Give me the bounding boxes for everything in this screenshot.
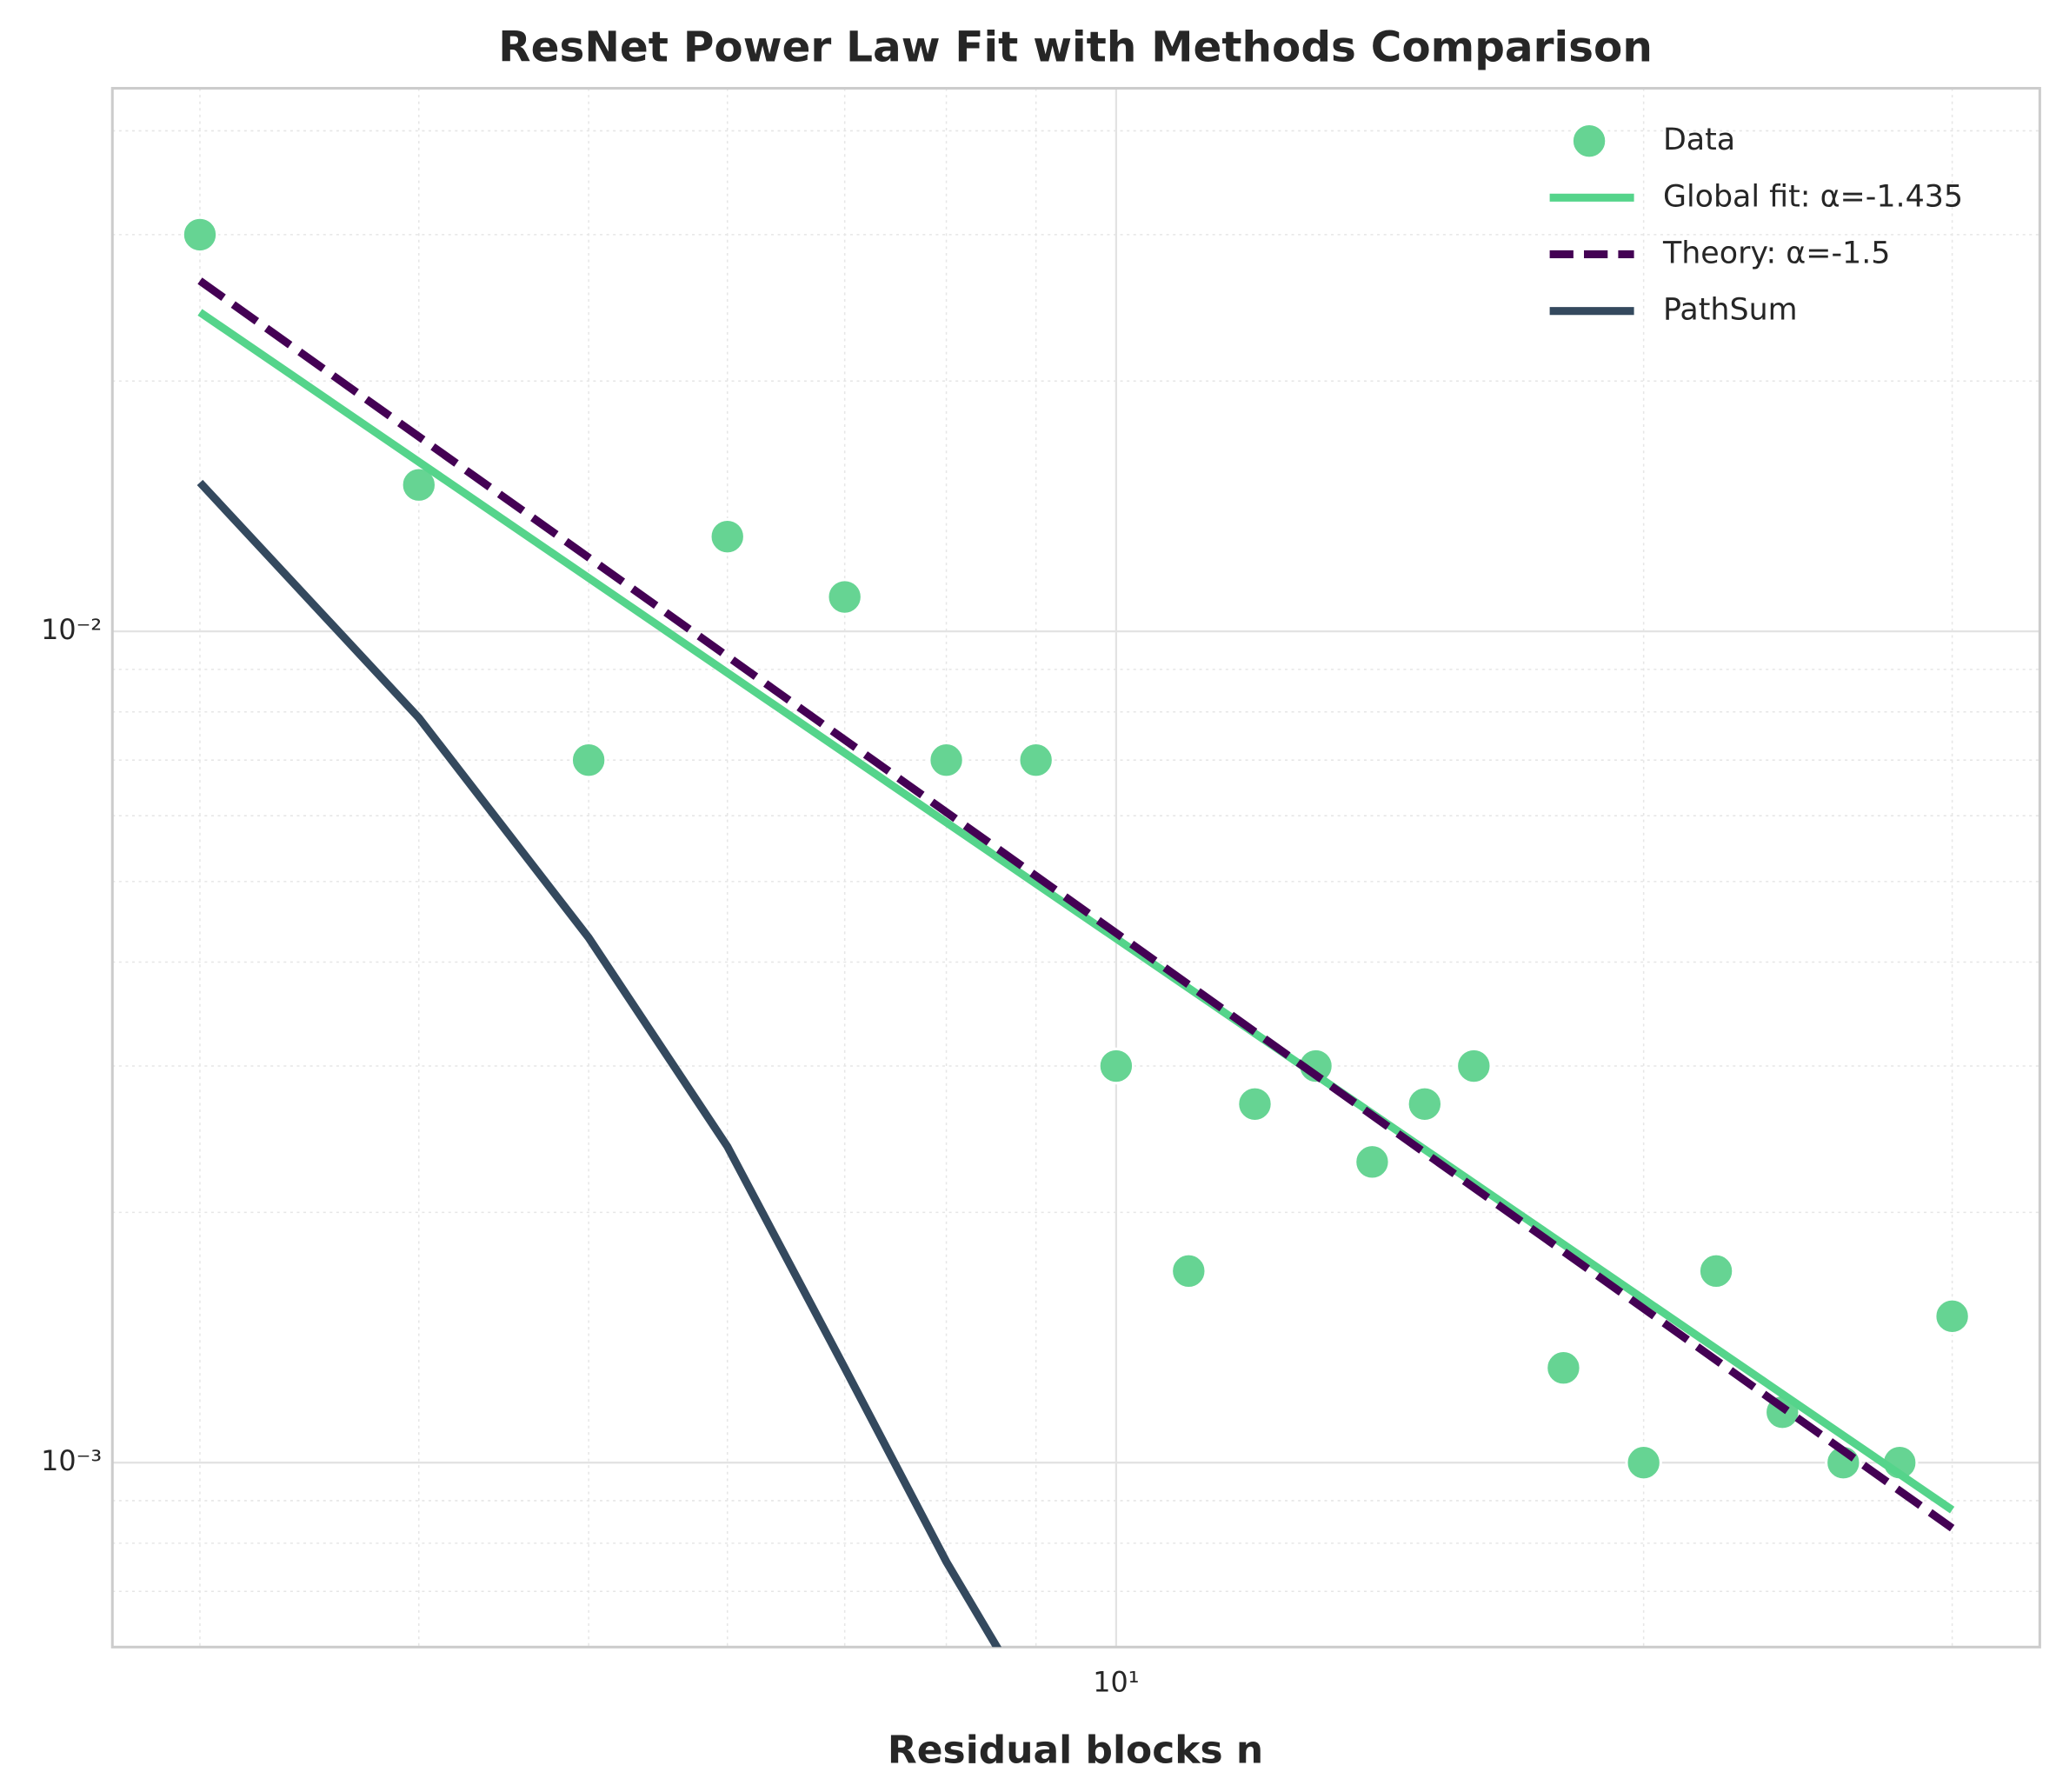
- y-tick-label: 10⁻²: [41, 613, 102, 646]
- x-axis-label: Residual blocks n: [888, 1729, 1263, 1773]
- data-point: [400, 466, 438, 503]
- data-point: [1406, 1085, 1444, 1122]
- fit-line: [196, 479, 1002, 1648]
- data-point: [569, 741, 608, 779]
- plot-frame: [110, 87, 2041, 1649]
- data-point: [826, 578, 863, 616]
- fit-line: [197, 309, 1955, 1514]
- legend-label: Theory: α=-1.5: [1662, 236, 1891, 270]
- data-point: [1236, 1085, 1274, 1122]
- data-point: [1354, 1143, 1391, 1181]
- data-point: [1625, 1443, 1662, 1482]
- data-point: [1697, 1252, 1735, 1290]
- data-point: [1097, 1047, 1135, 1085]
- y-tick-label: 10⁻³: [41, 1444, 102, 1477]
- chart-title: ResNet Power Law Fit with Methods Compar…: [498, 23, 1653, 72]
- data-point: [1933, 1297, 1971, 1336]
- data-point: [1545, 1349, 1582, 1387]
- plot-area: [181, 216, 1971, 1648]
- data-point: [1170, 1252, 1208, 1290]
- legend-label: PathSum: [1663, 293, 1798, 328]
- data-point: [709, 517, 746, 556]
- data-point: [1455, 1047, 1493, 1085]
- data-point: [1017, 741, 1055, 779]
- x-tick-label: 10¹: [1093, 1666, 1139, 1699]
- data-point: [181, 216, 219, 254]
- legend-label: Data: [1663, 123, 1735, 157]
- fit-line: [197, 277, 1955, 1532]
- data-point: [928, 741, 965, 779]
- legend-marker: [1570, 122, 1608, 160]
- legend-label: Global fit: α=-1.435: [1663, 179, 1963, 214]
